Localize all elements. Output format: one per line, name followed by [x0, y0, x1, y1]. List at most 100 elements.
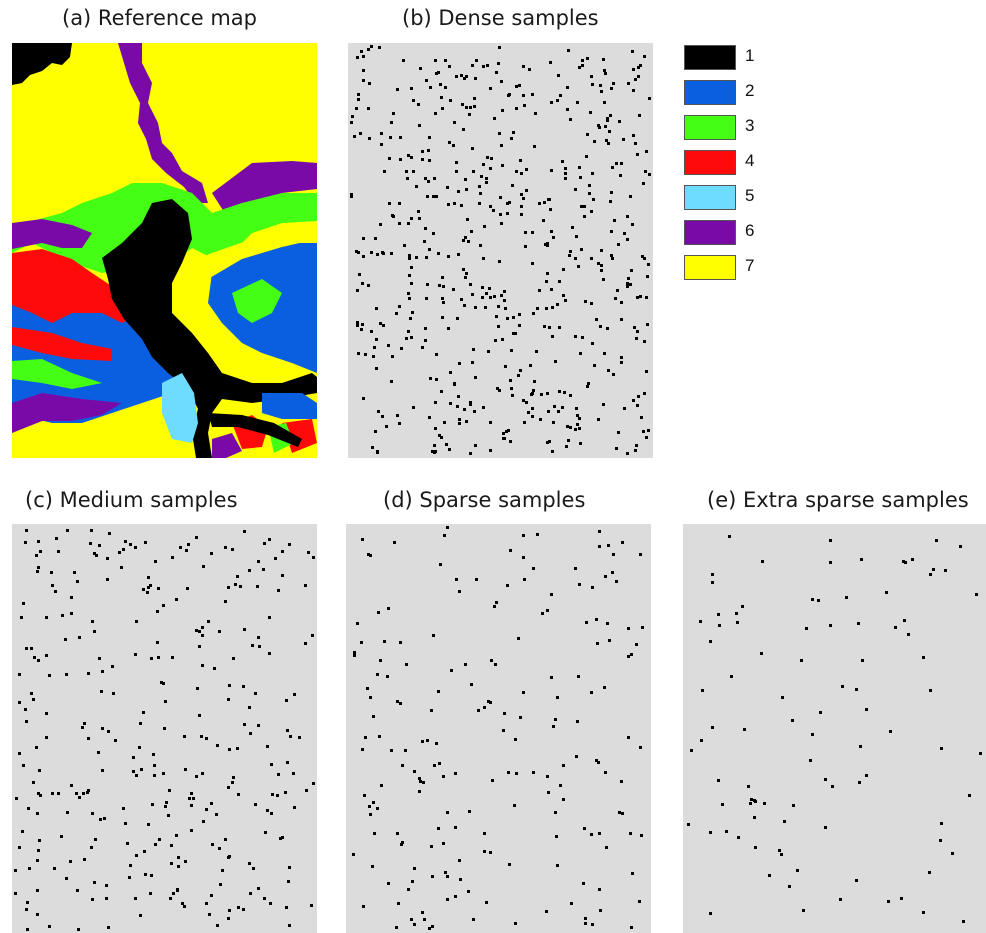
sparse-sample-point: [368, 805, 371, 808]
extra-sparse-sample-point: [811, 733, 814, 736]
extra-sparse-sample-point: [701, 689, 704, 692]
sparse-sample-point: [585, 621, 588, 624]
medium-sample-point: [254, 803, 257, 806]
extra-sparse-sample-point: [711, 573, 714, 576]
dense-sample-point: [602, 58, 605, 61]
sparse-sample-point: [356, 622, 359, 625]
dense-sample-point: [431, 450, 434, 453]
medium-sample-point: [22, 602, 25, 605]
sparse-sample-point: [454, 826, 457, 829]
sparse-sample-point: [554, 811, 557, 814]
extra-sparse-sample-point: [889, 730, 892, 733]
map-region-class-2-bottom-right: [262, 393, 317, 419]
sparse-samples-points: [352, 526, 644, 930]
medium-sample-point: [279, 837, 282, 840]
medium-sample-point: [198, 714, 201, 717]
sparse-sample-point: [366, 687, 369, 690]
extra-sparse-sample-point: [859, 745, 862, 748]
dense-sample-point: [471, 147, 474, 150]
extra-sparse-sample-point: [928, 871, 931, 874]
medium-sample-point: [211, 843, 214, 846]
legend-swatch-3: [684, 115, 736, 140]
medium-sample-point: [105, 897, 108, 900]
dense-sample-point: [530, 393, 533, 396]
sparse-sample-point: [362, 905, 365, 908]
medium-sample-point: [172, 892, 175, 895]
sparse-sample-point: [419, 780, 422, 783]
dense-sample-point: [473, 97, 476, 100]
dense-sample-point: [626, 285, 629, 288]
sparse-sample-point: [410, 918, 413, 921]
dense-sample-point: [626, 215, 629, 218]
dense-sample-point: [405, 170, 408, 173]
extra-sparse-sample-point: [721, 803, 724, 806]
medium-sample-point: [157, 587, 160, 590]
sparse-sample-point: [562, 798, 565, 801]
medium-sample-point: [257, 560, 260, 563]
dense-sample-point: [495, 315, 498, 318]
extra-sparse-sample-point: [809, 759, 812, 762]
dense-sample-point: [350, 195, 353, 198]
medium-sample-point: [132, 770, 135, 773]
dense-sample-point: [433, 177, 436, 180]
legend-swatch-5: [684, 185, 736, 210]
dense-sample-point: [603, 69, 606, 72]
dense-sample-point: [525, 168, 528, 171]
dense-sample-point: [645, 296, 648, 299]
medium-sample-point: [106, 557, 109, 560]
medium-sample-point: [208, 913, 211, 916]
dense-sample-point: [500, 80, 503, 83]
dense-sample-point: [599, 325, 602, 328]
dense-sample-point: [556, 99, 559, 102]
dense-sample-point: [447, 255, 450, 258]
dense-sample-point: [551, 306, 554, 309]
dense-sample-point: [428, 248, 431, 251]
medium-sample-point: [135, 774, 138, 777]
map-region-class-6-lower: [12, 393, 122, 433]
dense-sample-point: [499, 213, 502, 216]
dense-sample-point: [531, 415, 534, 418]
dense-sample-point: [632, 134, 635, 137]
sparse-sample-point: [595, 618, 598, 621]
dense-sample-point: [545, 307, 548, 310]
dense-sample-point: [368, 137, 371, 140]
medium-sample-point: [262, 568, 265, 571]
sparse-sample-point: [627, 627, 630, 630]
medium-sample-point: [205, 737, 208, 740]
sparse-sample-point: [361, 538, 364, 541]
dense-sample-point: [438, 434, 441, 437]
dense-sample-point: [407, 222, 410, 225]
dense-sample-point: [463, 77, 466, 80]
sparse-sample-point: [404, 749, 407, 752]
dense-sample-point: [646, 323, 649, 326]
dense-sample-point: [540, 393, 543, 396]
extra-sparse-sample-point: [861, 659, 864, 662]
medium-sample-point: [39, 550, 42, 553]
medium-sample-point: [187, 543, 190, 546]
medium-sample-point: [114, 739, 117, 742]
medium-sample-point: [142, 588, 145, 591]
dense-sample-point: [428, 416, 431, 419]
sparse-sample-point: [621, 541, 624, 544]
sparse-sample-point: [620, 780, 623, 783]
dense-sample-point: [498, 46, 501, 49]
sparse-sample-point: [582, 882, 585, 885]
dense-sample-point: [464, 276, 467, 279]
map-region-class-6-bottom-right: [212, 433, 242, 458]
sparse-sample-point: [532, 567, 535, 570]
dense-sample-point: [351, 115, 354, 118]
dense-sample-point: [382, 324, 385, 327]
dense-sample-point: [474, 306, 477, 309]
dense-sample-point: [407, 330, 410, 333]
dense-sample-point: [524, 231, 527, 234]
dense-sample-point: [482, 65, 485, 68]
dense-sample-point: [546, 441, 549, 444]
dense-sample-point: [578, 427, 581, 430]
medium-sample-point: [243, 723, 246, 726]
medium-sample-point: [14, 892, 17, 895]
dense-sample-point: [525, 189, 528, 192]
extra-sparse-sample-point: [911, 558, 914, 561]
dense-sample-point: [407, 154, 410, 157]
medium-sample-point: [192, 797, 195, 800]
dense-sample-point: [523, 421, 526, 424]
